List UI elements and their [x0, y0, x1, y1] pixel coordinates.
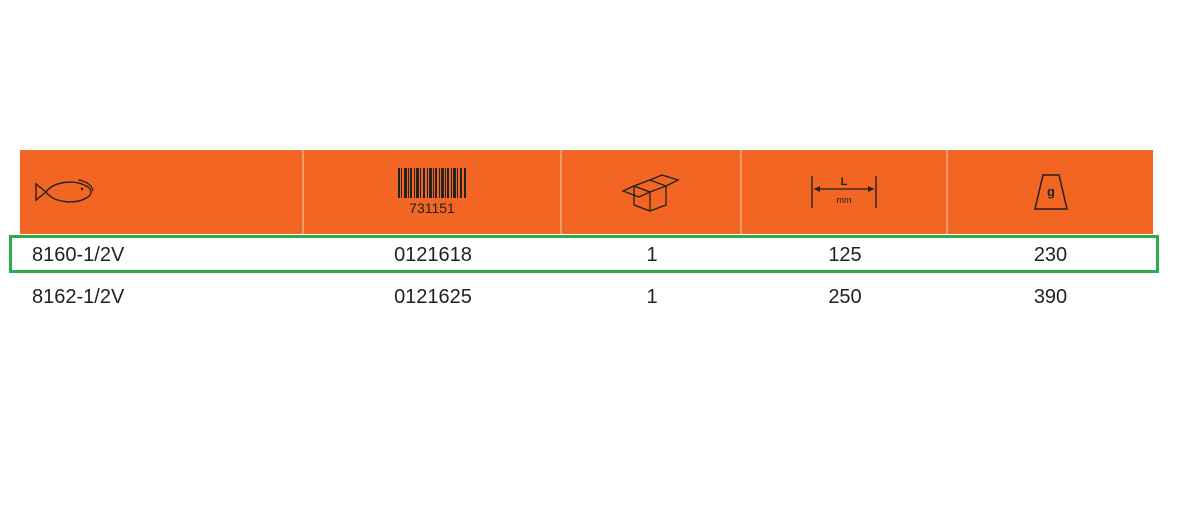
weight-icon: g: [1033, 174, 1068, 210]
header-cell-length: L mm: [742, 150, 948, 234]
weight-label: g: [1047, 184, 1055, 199]
header-cell-package: [562, 150, 742, 234]
cell-ean: 0121618: [394, 243, 472, 266]
header-cell-weight: g: [948, 150, 1153, 234]
cell-package-qty: 1: [646, 285, 658, 308]
box-icon: [621, 174, 680, 212]
cell-article: 8162-1/2V: [32, 285, 125, 308]
header-cell-ean: 731151: [304, 150, 562, 234]
header-cell-article: [20, 150, 304, 234]
barcode-icon: [398, 168, 466, 198]
cell-package-qty: 1: [646, 243, 658, 266]
fish-icon: [35, 179, 94, 203]
product-table: 731151 L mm: [20, 150, 1153, 318]
row-highlight-box: [9, 235, 1159, 273]
length-label: L: [841, 176, 848, 188]
cell-length: 125: [828, 243, 862, 266]
cell-weight: 230: [1033, 243, 1068, 266]
cell-article: 8160-1/2V: [32, 243, 125, 266]
table-row: 8160-1/2V 0121618 1 125 230: [20, 234, 1153, 276]
barcode-number: 731151: [409, 200, 455, 216]
cell-ean: 0121625: [394, 285, 472, 308]
length-icon: L mm: [811, 176, 877, 208]
table-row: 8162-1/2V 0121625 1 250 390: [20, 276, 1153, 318]
cell-length: 250: [828, 285, 862, 308]
length-unit: mm: [837, 195, 852, 205]
table-header: 731151 L mm: [20, 150, 1153, 234]
cell-weight: 390: [1033, 285, 1068, 308]
